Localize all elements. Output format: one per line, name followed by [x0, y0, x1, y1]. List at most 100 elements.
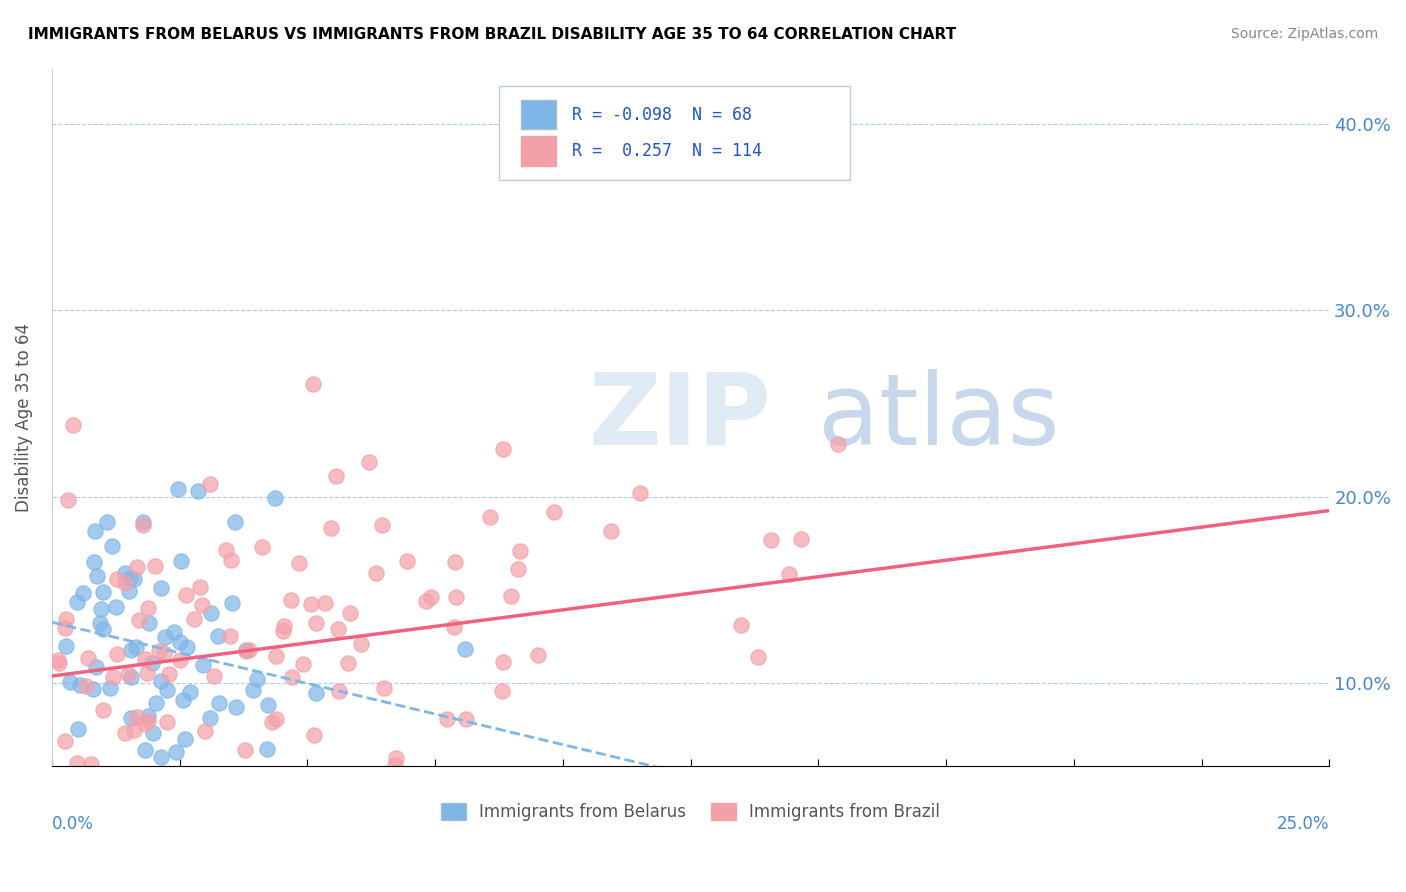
- Point: [325, 468, 347, 483]
- Text: R = -0.098  N = 68: R = -0.098 N = 68: [572, 105, 752, 124]
- Point: [778, 566, 800, 581]
- Point: [628, 485, 651, 500]
- Point: [114, 726, 136, 740]
- Point: [103, 669, 125, 683]
- Point: [384, 758, 406, 772]
- Point: [150, 674, 173, 689]
- Point: [207, 629, 229, 643]
- Text: atlas: atlas: [818, 369, 1060, 466]
- Point: [55, 640, 77, 654]
- Point: [56, 492, 79, 507]
- Point: [136, 714, 159, 728]
- Point: [96, 782, 118, 797]
- Point: [91, 623, 114, 637]
- Point: [506, 562, 529, 576]
- Point: [359, 455, 381, 469]
- Point: [350, 637, 373, 651]
- Point: [281, 773, 304, 788]
- Point: [252, 813, 274, 827]
- Point: [543, 505, 565, 519]
- Point: [148, 644, 170, 658]
- Point: [179, 684, 201, 698]
- Point: [149, 782, 172, 797]
- Text: 25.0%: 25.0%: [1277, 815, 1329, 833]
- Point: [150, 581, 173, 595]
- Point: [105, 772, 128, 787]
- Point: [120, 711, 142, 725]
- Point: [271, 624, 294, 639]
- Text: 0.0%: 0.0%: [52, 815, 94, 833]
- Text: ZIP: ZIP: [588, 369, 770, 466]
- Point: [502, 790, 524, 805]
- Point: [337, 657, 360, 671]
- Legend: Immigrants from Belarus, Immigrants from Brazil: Immigrants from Belarus, Immigrants from…: [434, 797, 948, 828]
- Point: [194, 724, 217, 739]
- Point: [302, 728, 325, 742]
- Point: [443, 620, 465, 634]
- Point: [114, 576, 136, 591]
- Point: [165, 745, 187, 759]
- Point: [72, 586, 94, 600]
- Point: [53, 734, 76, 748]
- Point: [446, 590, 468, 604]
- Point: [187, 484, 209, 499]
- Text: IMMIGRANTS FROM BELARUS VS IMMIGRANTS FROM BRAZIL DISABILITY AGE 35 TO 64 CORREL: IMMIGRANTS FROM BELARUS VS IMMIGRANTS FR…: [28, 27, 956, 42]
- Point: [419, 590, 441, 604]
- Point: [305, 615, 328, 630]
- Point: [509, 544, 531, 558]
- Point: [256, 742, 278, 756]
- Bar: [520, 136, 557, 166]
- Point: [118, 584, 141, 599]
- Point: [456, 712, 478, 726]
- Point: [374, 780, 396, 795]
- Point: [176, 588, 198, 602]
- Point: [138, 615, 160, 630]
- Point: [153, 646, 176, 660]
- Point: [128, 613, 150, 627]
- Point: [142, 726, 165, 740]
- Point: [62, 418, 84, 433]
- Point: [364, 566, 387, 581]
- Point: [235, 643, 257, 657]
- Point: [84, 660, 107, 674]
- Point: [66, 595, 89, 609]
- Point: [443, 555, 465, 569]
- Point: [122, 572, 145, 586]
- Point: [83, 555, 105, 569]
- Point: [233, 743, 256, 757]
- Point: [75, 679, 97, 693]
- Point: [200, 476, 222, 491]
- Point: [380, 772, 402, 787]
- Point: [208, 696, 231, 710]
- Text: R =  0.257  N = 114: R = 0.257 N = 114: [572, 142, 762, 160]
- Point: [302, 376, 325, 391]
- Point: [385, 751, 408, 765]
- Point: [225, 699, 247, 714]
- Point: [373, 681, 395, 695]
- Point: [132, 515, 155, 529]
- Point: [264, 649, 287, 664]
- Point: [91, 703, 114, 717]
- Point: [93, 585, 115, 599]
- Point: [759, 533, 782, 548]
- Point: [101, 539, 124, 553]
- Point: [117, 667, 139, 681]
- Point: [83, 524, 105, 539]
- Point: [66, 722, 89, 736]
- Point: [176, 640, 198, 654]
- FancyBboxPatch shape: [499, 86, 851, 180]
- Point: [246, 673, 269, 687]
- Point: [287, 557, 309, 571]
- Point: [273, 619, 295, 633]
- Point: [321, 520, 343, 534]
- Point: [120, 670, 142, 684]
- Point: [214, 542, 236, 557]
- Point: [66, 756, 89, 770]
- Point: [86, 568, 108, 582]
- Point: [200, 606, 222, 620]
- Point: [367, 783, 389, 797]
- Point: [221, 775, 243, 789]
- Point: [238, 643, 260, 657]
- Point: [730, 618, 752, 632]
- Point: [454, 642, 477, 657]
